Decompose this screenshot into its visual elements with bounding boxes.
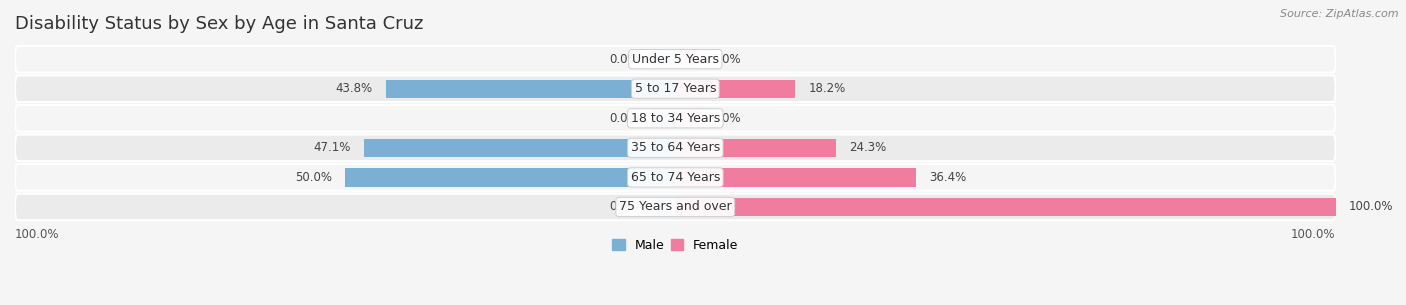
Text: 36.4%: 36.4% xyxy=(929,171,966,184)
Bar xyxy=(675,50,699,68)
FancyBboxPatch shape xyxy=(15,164,1336,191)
Legend: Male, Female: Male, Female xyxy=(607,234,744,257)
Text: 100.0%: 100.0% xyxy=(1348,200,1393,214)
Text: 0.0%: 0.0% xyxy=(609,200,638,214)
FancyBboxPatch shape xyxy=(15,135,1336,161)
Bar xyxy=(675,168,915,187)
Bar xyxy=(344,168,675,187)
Bar xyxy=(364,139,675,157)
Text: 18 to 34 Years: 18 to 34 Years xyxy=(631,112,720,125)
Bar xyxy=(675,80,796,98)
Text: 0.0%: 0.0% xyxy=(609,112,638,125)
Bar xyxy=(652,198,675,216)
Text: 47.1%: 47.1% xyxy=(314,141,352,154)
Text: 43.8%: 43.8% xyxy=(336,82,373,95)
Text: Source: ZipAtlas.com: Source: ZipAtlas.com xyxy=(1281,9,1399,19)
Text: Disability Status by Sex by Age in Santa Cruz: Disability Status by Sex by Age in Santa… xyxy=(15,15,423,33)
FancyBboxPatch shape xyxy=(15,194,1336,220)
Bar xyxy=(652,109,675,127)
Text: 100.0%: 100.0% xyxy=(1291,228,1336,241)
Text: 24.3%: 24.3% xyxy=(849,141,886,154)
Text: 5 to 17 Years: 5 to 17 Years xyxy=(634,82,716,95)
FancyBboxPatch shape xyxy=(15,105,1336,131)
FancyBboxPatch shape xyxy=(15,46,1336,73)
Text: 0.0%: 0.0% xyxy=(711,53,741,66)
Text: 35 to 64 Years: 35 to 64 Years xyxy=(631,141,720,154)
Bar xyxy=(387,80,675,98)
Bar xyxy=(675,109,699,127)
FancyBboxPatch shape xyxy=(15,75,1336,102)
Text: 18.2%: 18.2% xyxy=(808,82,846,95)
Text: 100.0%: 100.0% xyxy=(15,228,59,241)
Text: 0.0%: 0.0% xyxy=(609,53,638,66)
Text: 75 Years and over: 75 Years and over xyxy=(619,200,731,214)
Text: 65 to 74 Years: 65 to 74 Years xyxy=(631,171,720,184)
Bar xyxy=(675,198,1336,216)
Text: 0.0%: 0.0% xyxy=(711,112,741,125)
Bar xyxy=(652,50,675,68)
Bar xyxy=(675,139,835,157)
Text: Under 5 Years: Under 5 Years xyxy=(631,53,718,66)
Text: 50.0%: 50.0% xyxy=(295,171,332,184)
